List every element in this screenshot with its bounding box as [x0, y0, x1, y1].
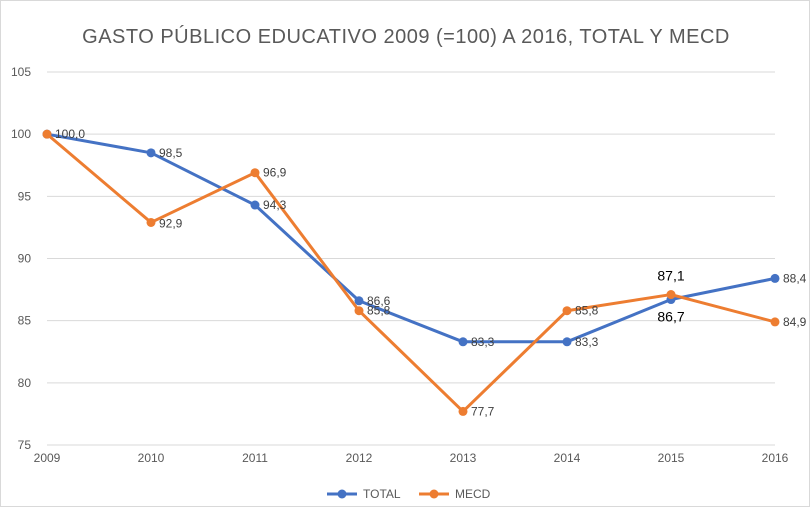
y-tick-label: 95 — [18, 189, 32, 203]
data-label: 85,8 — [575, 304, 599, 318]
data-label: 88,4 — [783, 271, 807, 285]
gridlines — [47, 71, 775, 446]
y-tick-label: 90 — [18, 252, 32, 266]
data-label: 98,5 — [159, 146, 183, 160]
data-point — [354, 296, 364, 306]
data-point — [250, 200, 260, 210]
data-point — [562, 337, 572, 347]
y-tick-label: 85 — [18, 314, 32, 328]
legend-swatch-marker — [429, 489, 439, 499]
data-point — [458, 406, 468, 416]
x-tick-label: 2015 — [658, 451, 685, 465]
chart-title: GASTO PÚBLICO EDUCATIVO 2009 (=100) A 20… — [82, 25, 730, 48]
y-tick-label: 100 — [11, 127, 31, 141]
legend-label: MECD — [455, 487, 491, 501]
series-line — [45, 132, 777, 413]
data-point — [146, 148, 156, 158]
legend-item-total: TOTAL — [327, 487, 401, 501]
x-tick-label: 2012 — [346, 451, 373, 465]
x-axis-ticks: 2009 2010 2011 2012 2013 2014 2015 2016 — [34, 451, 789, 465]
data-point — [770, 317, 780, 327]
data-point — [458, 337, 468, 347]
data-point — [354, 306, 364, 316]
y-tick-label: 75 — [18, 438, 32, 452]
data-point — [770, 273, 780, 283]
data-label: 87,1 — [657, 268, 684, 284]
data-label: 84,9 — [783, 315, 807, 329]
data-label: 86,6 — [367, 294, 391, 308]
legend-swatch-marker — [337, 489, 347, 499]
x-tick-label: 2009 — [34, 451, 61, 465]
series-line — [45, 132, 777, 344]
x-tick-label: 2016 — [762, 451, 789, 465]
y-axis-ticks: 75 80 85 90 95 100 105 — [11, 65, 31, 452]
data-label: 96,9 — [263, 166, 287, 180]
x-tick-label: 2011 — [242, 451, 268, 465]
data-point — [562, 306, 572, 316]
data-label: 94,3 — [263, 198, 287, 212]
data-label: 100,0 — [55, 127, 85, 141]
y-tick-label: 105 — [11, 65, 31, 79]
data-point — [250, 168, 260, 178]
data-label: 85,8 — [367, 304, 391, 318]
legend-label: TOTAL — [363, 487, 401, 501]
x-tick-label: 2010 — [138, 451, 165, 465]
data-label: 83,3 — [575, 335, 599, 349]
data-label: 83,3 — [471, 335, 495, 349]
y-tick-label: 80 — [18, 376, 32, 390]
data-label: 92,9 — [159, 216, 183, 230]
legend: TOTAL MECD — [327, 487, 491, 501]
legend-item-mecd: MECD — [419, 487, 491, 501]
series-mecd — [42, 129, 780, 416]
x-tick-label: 2013 — [450, 451, 477, 465]
series-total — [42, 129, 780, 347]
data-label: 86,7 — [657, 309, 684, 325]
data-label: 77,7 — [471, 404, 495, 418]
data-point — [146, 217, 156, 227]
x-tick-label: 2014 — [554, 451, 581, 465]
data-point — [42, 129, 52, 139]
data-labels: 100,0 98,5 94,3 86,6 83,3 83,3 86,7 88,4 92,9 96,… — [55, 127, 807, 418]
series-lines — [42, 129, 780, 416]
data-point — [666, 290, 676, 300]
